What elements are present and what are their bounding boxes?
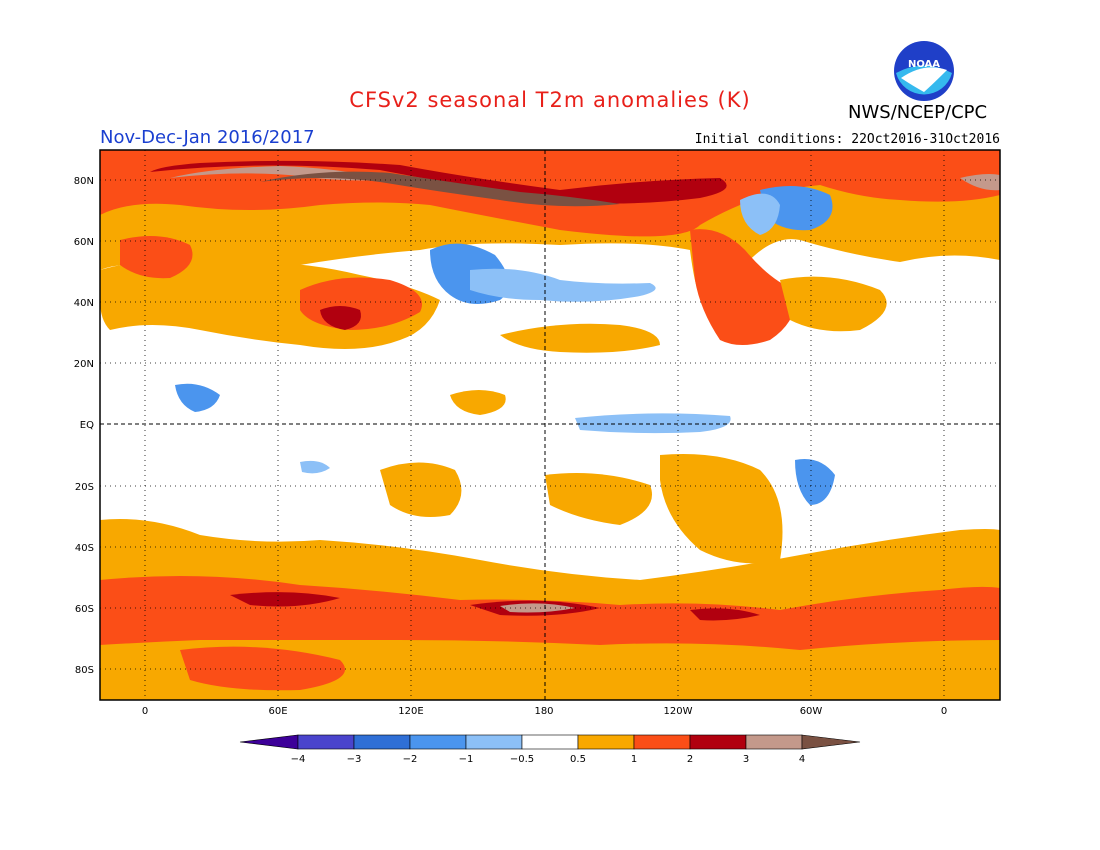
antarctic-warm-core [180, 646, 345, 691]
colorbar-label: 0.5 [570, 754, 586, 765]
north-pacific-cool [470, 268, 656, 302]
colorbar-label: 4 [799, 754, 805, 765]
colorbar-cell [297, 734, 355, 750]
lon-label: 120W [664, 706, 693, 717]
south-america-cool [795, 459, 835, 505]
lat-label: 40N [74, 298, 94, 309]
north-atlantic-warm [780, 276, 887, 332]
lat-label: 80S [75, 665, 94, 676]
canada-cool [760, 186, 833, 231]
africa-cool [175, 383, 220, 412]
colorbar-label: −1 [459, 754, 474, 765]
colorbar-label: 2 [687, 754, 693, 765]
noaa-logo: NOAA [894, 41, 954, 101]
lon-label: 60E [268, 706, 287, 717]
lat-label: 60N [74, 237, 94, 248]
lat-label: EQ [80, 420, 94, 431]
colorbar-cell [409, 734, 467, 750]
equatorial-pacific-cool [575, 413, 731, 434]
australia-warm [380, 462, 462, 518]
colorbar-cell [521, 734, 579, 750]
colorbar: −4 −3 −2 −1 −0.5 0.5 1 2 3 4 [239, 734, 861, 765]
southern-ocean-strong-warm-atlantic [690, 608, 760, 621]
lon-label: 180 [534, 706, 553, 717]
southern-ocean-very-warm [500, 603, 575, 613]
colorbar-label: 1 [631, 754, 637, 765]
greenland-cool [740, 193, 780, 235]
graticule [100, 150, 1000, 700]
chart-title: CFSv2 seasonal T2m anomalies (K) [349, 88, 751, 112]
se-pacific-warm [660, 454, 783, 564]
logo-text: NOAA [908, 59, 940, 70]
colorbar-label: −0.5 [510, 754, 534, 765]
colorbar-cell [465, 734, 523, 750]
colorbar-label: 3 [743, 754, 749, 765]
map-frame [99, 149, 1001, 701]
west-pacific-warm [450, 390, 506, 415]
lon-label: 0 [142, 706, 148, 717]
lat-label: 20N [74, 359, 94, 370]
colorbar-label: −3 [347, 754, 362, 765]
lat-labels: 80N 60N 40N 20N EQ 20S 40S 60S 80S [74, 176, 94, 676]
lat-label: 20S [75, 482, 94, 493]
lat-label: 40S [75, 543, 94, 554]
lon-labels: 0 60E 120E 180 120W 60W 0 [142, 706, 947, 717]
colorbar-cell [745, 734, 803, 750]
map-field [100, 150, 1000, 700]
lat-label: 80N [74, 176, 94, 187]
tibet-strong-warm [320, 306, 361, 330]
subtropical-pacific-warm [500, 323, 660, 353]
europe-warm-core [120, 236, 193, 279]
forecast-period: Nov-Dec-Jan 2016/2017 [100, 127, 315, 148]
organization-label: NWS/NCEP/CPC [848, 102, 988, 123]
colorbar-label: −4 [291, 754, 306, 765]
southern-ocean-strong-warm-indian [230, 592, 340, 607]
lat-label: 60S [75, 604, 94, 615]
colorbar-cell [801, 734, 861, 750]
reference-lines [100, 150, 1000, 700]
greenland-extreme-warm [960, 174, 1000, 191]
colorbar-cell [239, 734, 299, 750]
colorbar-label: −2 [403, 754, 418, 765]
arctic-strong-warm [150, 160, 727, 204]
colorbar-cell [353, 734, 411, 750]
arctic-extreme-warm [260, 171, 620, 207]
indian-ocean-cool [300, 460, 330, 474]
initial-conditions: Initial conditions: 22Oct2016-31Oct2016 [694, 132, 1000, 147]
lon-label: 120E [398, 706, 423, 717]
lon-label: 60W [800, 706, 823, 717]
north-america-warm-core [690, 229, 796, 345]
colorbar-cell [577, 734, 635, 750]
lon-label: 0 [941, 706, 947, 717]
colorbar-cell [689, 734, 747, 750]
colorbar-cell [633, 734, 691, 750]
